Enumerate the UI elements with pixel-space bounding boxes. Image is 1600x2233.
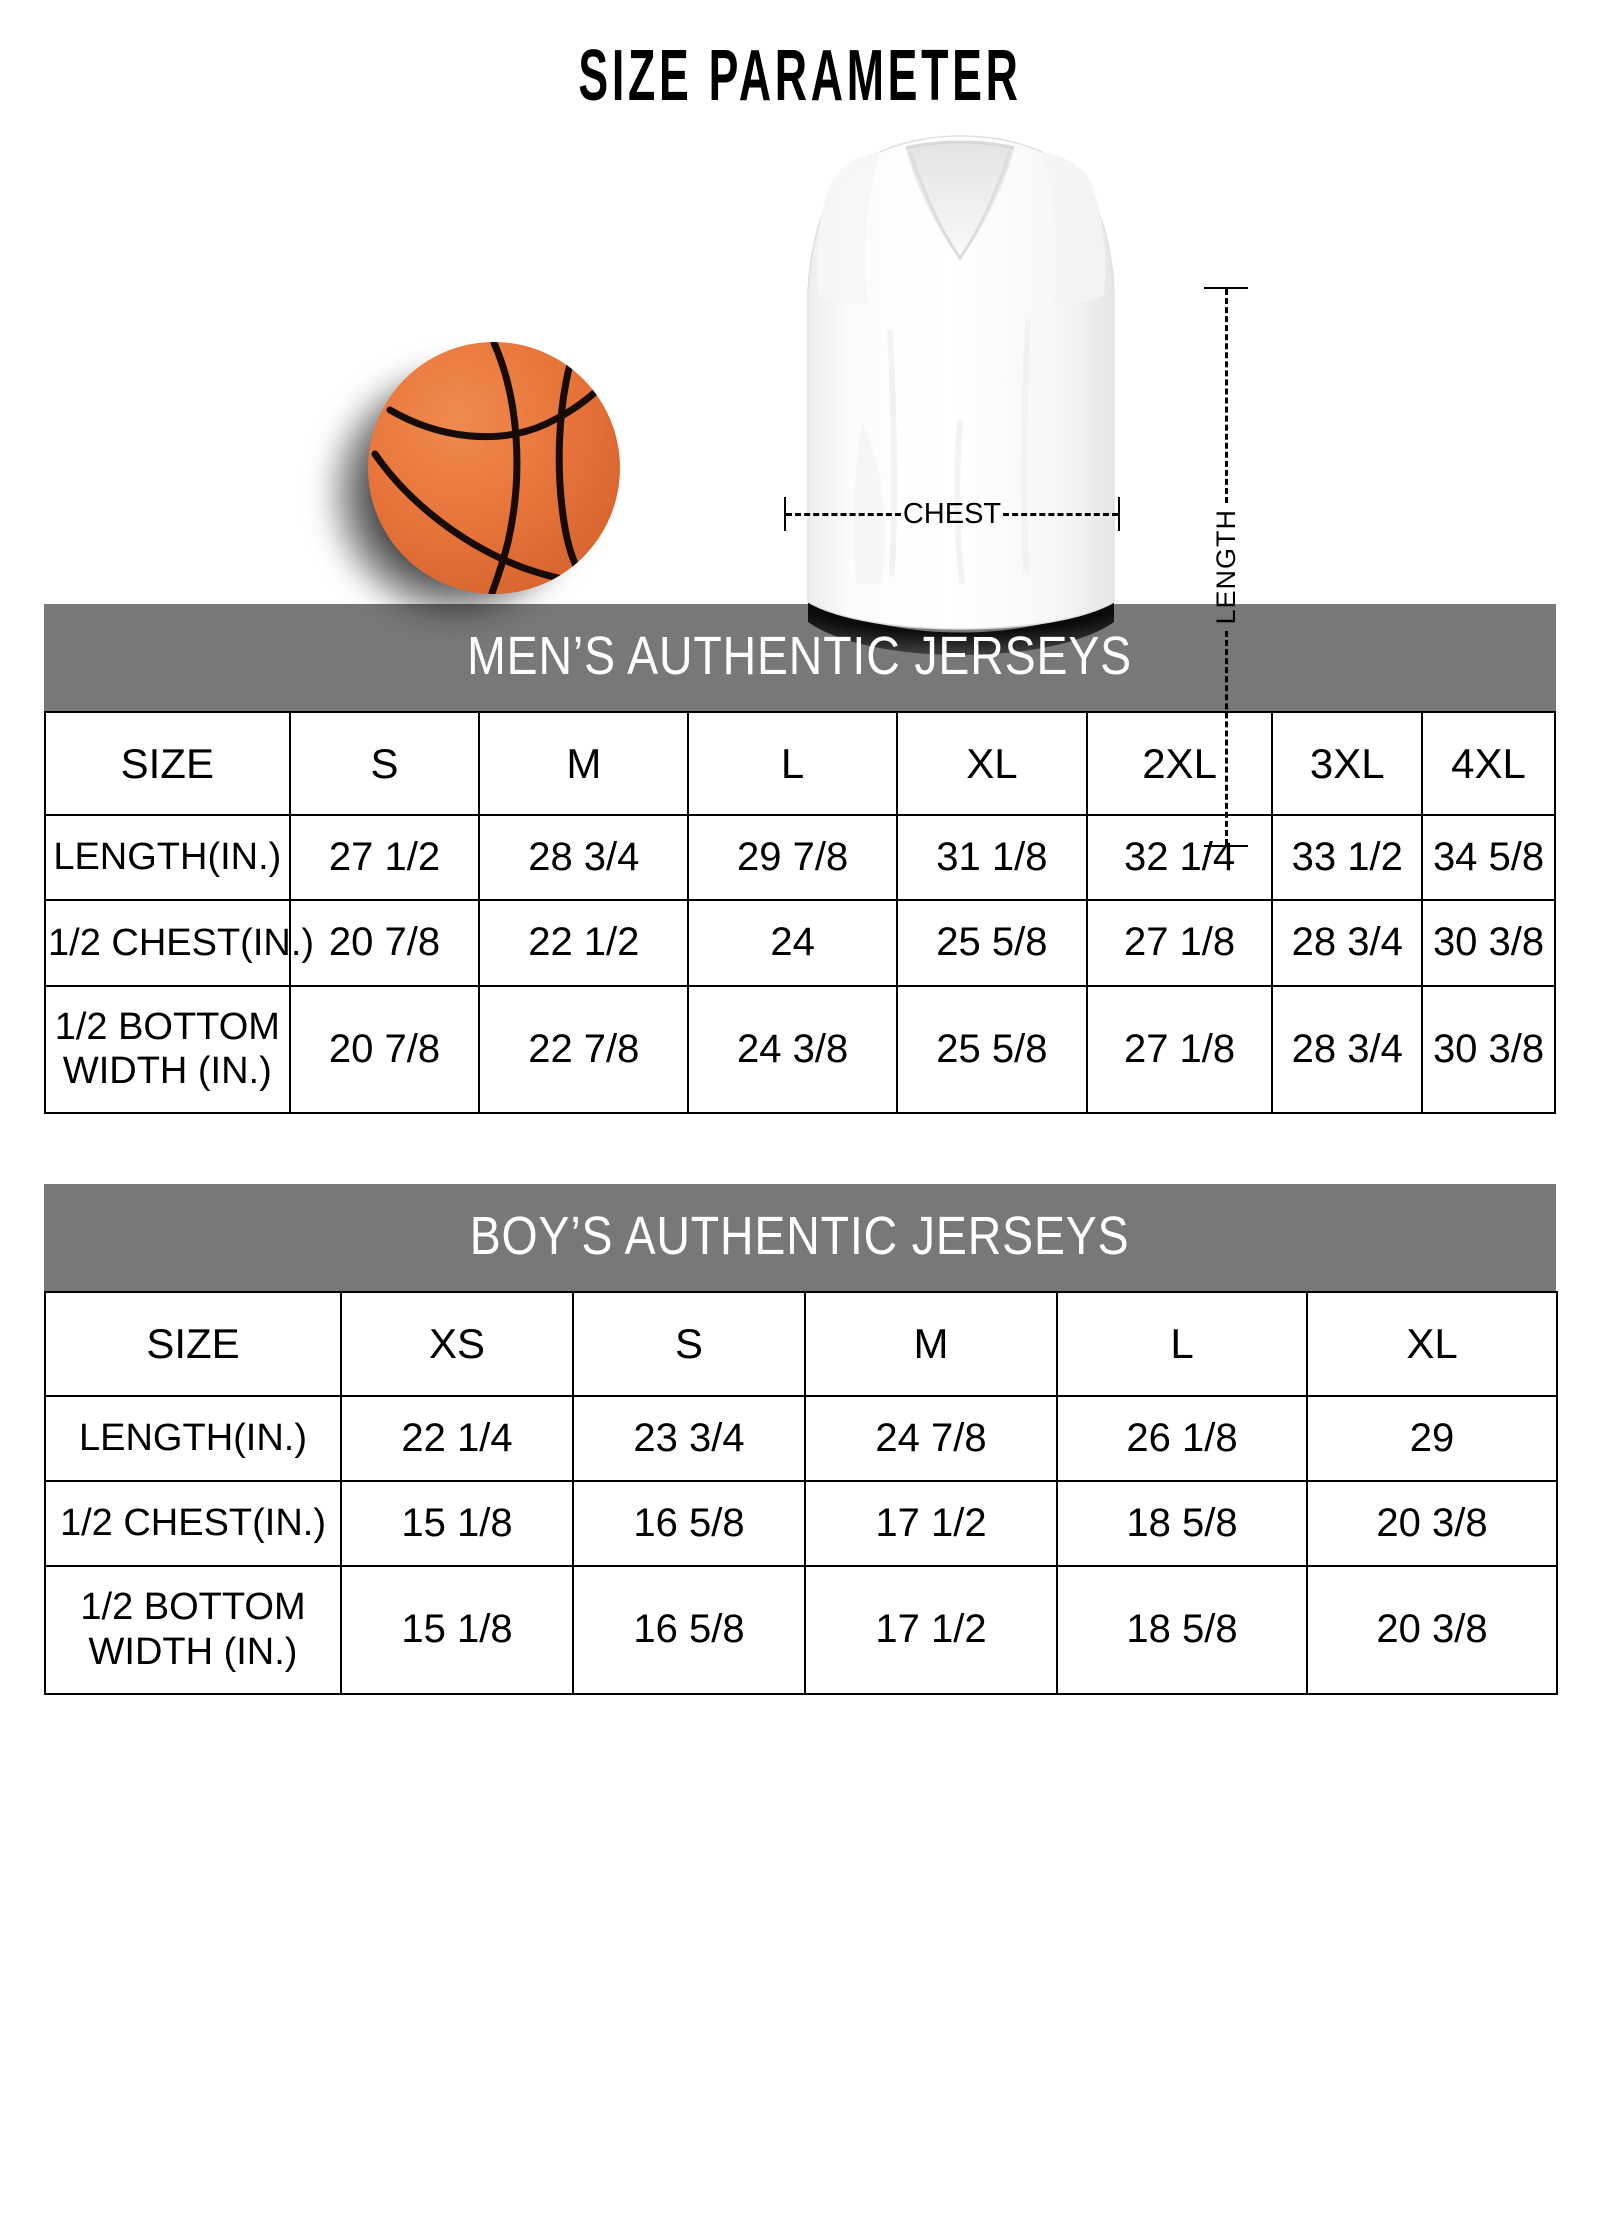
mens-bottom-3xl: 28 3/4 xyxy=(1271,984,1424,1115)
mens-bottom-m: 22 7/8 xyxy=(478,984,690,1115)
illustration-area: CHEST LENGTH xyxy=(0,112,1600,847)
boys-size-table-block: BOY’S AUTHENTIC JERSEYS SIZE XS S M L XL… xyxy=(44,1184,1558,1695)
page-title: SIZE PARAMETER xyxy=(578,36,1022,116)
mens-row-label-length: LENGTH(IN.) xyxy=(44,814,291,902)
chest-dash-left-icon xyxy=(786,512,901,516)
mens-header-cell-size: SIZE xyxy=(44,710,291,817)
chest-right-tick-icon xyxy=(1118,497,1121,531)
mens-length-m: 28 3/4 xyxy=(478,814,690,902)
mens-chest-4xl: 30 3/8 xyxy=(1421,899,1556,987)
boys-row-label-bottom-width-line1: 1/2 BOTTOM xyxy=(80,1585,306,1628)
boys-table-banner-label: BOY’S AUTHENTIC JERSEYS xyxy=(470,1206,1130,1267)
chest-measurement: CHEST xyxy=(784,497,1121,531)
mens-row-label-bottom-width: 1/2 BOTTOM WIDTH (IN.) xyxy=(44,984,291,1115)
mens-header-cell-s: S xyxy=(288,710,481,817)
table-row: LENGTH(IN.) 22 1/4 23 3/4 24 7/8 26 1/8 … xyxy=(44,1394,1558,1482)
boys-chest-xl: 20 3/8 xyxy=(1306,1479,1558,1567)
table-row: LENGTH(IN.) 27 1/2 28 3/4 29 7/8 31 1/8 … xyxy=(44,814,1556,902)
mens-header-cell-xl: XL xyxy=(895,710,1088,817)
length-label: LENGTH xyxy=(1210,509,1241,625)
basketball-icon xyxy=(368,342,620,594)
boys-length-l: 26 1/8 xyxy=(1056,1394,1308,1482)
chest-label: CHEST xyxy=(902,497,1002,530)
boys-length-s: 23 3/4 xyxy=(572,1394,806,1482)
mens-table-banner: MEN’S AUTHENTIC JERSEYS xyxy=(44,604,1556,711)
mens-row-label-chest: 1/2 CHEST(IN.) xyxy=(44,899,314,987)
mens-length-xl: 31 1/8 xyxy=(895,814,1088,902)
boys-row-label-chest: 1/2 CHEST(IN.) xyxy=(44,1479,342,1567)
boys-header-cell-size: SIZE xyxy=(44,1290,342,1397)
table-row: 1/2 BOTTOM WIDTH (IN.) 15 1/8 16 5/8 17 … xyxy=(44,1564,1558,1695)
mens-length-s: 27 1/2 xyxy=(288,814,481,902)
boys-table-banner: BOY’S AUTHENTIC JERSEYS xyxy=(44,1184,1556,1291)
mens-header-cell-l: L xyxy=(687,710,898,817)
mens-bottom-xl: 25 5/8 xyxy=(895,984,1088,1115)
length-measurement: LENGTH xyxy=(1196,287,1256,847)
chest-left-tick-icon xyxy=(784,497,786,531)
boys-length-m: 24 7/8 xyxy=(804,1394,1058,1482)
table-row: 1/2 CHEST(IN.) 20 7/8 22 1/2 24 25 5/8 2… xyxy=(44,899,1556,987)
length-bottom-tick-icon xyxy=(1204,845,1248,847)
mens-header-cell-2xl: 2XL xyxy=(1085,710,1274,817)
boys-header-cell-s: S xyxy=(572,1290,806,1397)
boys-chest-s: 16 5/8 xyxy=(572,1479,806,1567)
boys-header-cell-xl: XL xyxy=(1306,1290,1558,1397)
mens-chest-2xl: 27 1/8 xyxy=(1085,899,1274,987)
boys-row-label-bottom-width-line2: WIDTH (IN.) xyxy=(88,1630,298,1673)
mens-header-cell-3xl: 3XL xyxy=(1271,710,1424,817)
length-top-tick-icon xyxy=(1204,287,1248,289)
mens-bottom-s: 20 7/8 xyxy=(288,984,481,1115)
mens-chest-s: 20 7/8 xyxy=(288,899,481,987)
mens-chest-xl: 25 5/8 xyxy=(895,899,1088,987)
boys-chest-m: 17 1/2 xyxy=(804,1479,1058,1567)
jersey-illustration xyxy=(770,122,1150,682)
mens-chest-3xl: 28 3/4 xyxy=(1271,899,1424,987)
mens-header-cell-4xl: 4XL xyxy=(1421,710,1556,817)
chest-dash-right-icon xyxy=(1003,512,1119,516)
boys-length-xs: 22 1/4 xyxy=(340,1394,574,1482)
boys-length-xl: 29 xyxy=(1306,1394,1558,1482)
mens-bottom-4xl: 30 3/8 xyxy=(1421,984,1556,1115)
mens-table-banner-label: MEN’S AUTHENTIC JERSEYS xyxy=(467,626,1133,686)
boys-size-table: SIZE XS S M L XL LENGTH(IN.) 22 1/4 23 3… xyxy=(44,1290,1558,1695)
boys-header-row: SIZE XS S M L XL xyxy=(44,1290,1558,1397)
mens-chest-l: 24 xyxy=(687,899,898,987)
mens-row-label-bottom-width-line2: WIDTH (IN.) xyxy=(62,1050,272,1093)
mens-length-2xl: 32 1/4 xyxy=(1085,814,1274,902)
boys-header-cell-l: L xyxy=(1056,1290,1308,1397)
length-dash-top-icon xyxy=(1224,289,1228,504)
mens-chest-m: 22 1/2 xyxy=(478,899,690,987)
mens-length-4xl: 34 5/8 xyxy=(1421,814,1556,902)
basketball-illustration xyxy=(330,342,630,642)
boys-chest-l: 18 5/8 xyxy=(1056,1479,1308,1567)
mens-bottom-2xl: 27 1/8 xyxy=(1085,984,1274,1115)
boys-chest-xs: 15 1/8 xyxy=(340,1479,574,1567)
table-row: 1/2 CHEST(IN.) 15 1/8 16 5/8 17 1/2 18 5… xyxy=(44,1479,1558,1567)
mens-header-row: SIZE S M L XL 2XL 3XL 4XL xyxy=(44,710,1556,817)
boys-bottom-xl: 20 3/8 xyxy=(1306,1564,1558,1695)
table-row: 1/2 BOTTOM WIDTH (IN.) 20 7/8 22 7/8 24 … xyxy=(44,984,1556,1115)
boys-header-cell-xs: XS xyxy=(340,1290,574,1397)
boys-row-label-length: LENGTH(IN.) xyxy=(44,1394,342,1482)
boys-bottom-xs: 15 1/8 xyxy=(340,1564,574,1695)
boys-bottom-l: 18 5/8 xyxy=(1056,1564,1308,1695)
mens-bottom-l: 24 3/8 xyxy=(687,984,898,1115)
boys-header-cell-m: M xyxy=(804,1290,1058,1397)
boys-row-label-bottom-width: 1/2 BOTTOM WIDTH (IN.) xyxy=(44,1564,342,1695)
basketball-seams-icon xyxy=(371,342,618,594)
length-dash-bottom-icon xyxy=(1224,630,1228,845)
mens-size-table-block: MEN’S AUTHENTIC JERSEYS SIZE S M L XL 2X… xyxy=(44,604,1556,1115)
mens-length-l: 29 7/8 xyxy=(687,814,898,902)
mens-header-cell-m: M xyxy=(478,710,690,817)
mens-row-label-bottom-width-line1: 1/2 BOTTOM xyxy=(54,1005,280,1048)
boys-bottom-s: 16 5/8 xyxy=(572,1564,806,1695)
mens-length-3xl: 33 1/2 xyxy=(1271,814,1424,902)
mens-size-table: SIZE S M L XL 2XL 3XL 4XL LENGTH(IN.) 27… xyxy=(44,710,1556,1115)
jersey-icon xyxy=(807,135,1115,655)
boys-bottom-m: 17 1/2 xyxy=(804,1564,1058,1695)
